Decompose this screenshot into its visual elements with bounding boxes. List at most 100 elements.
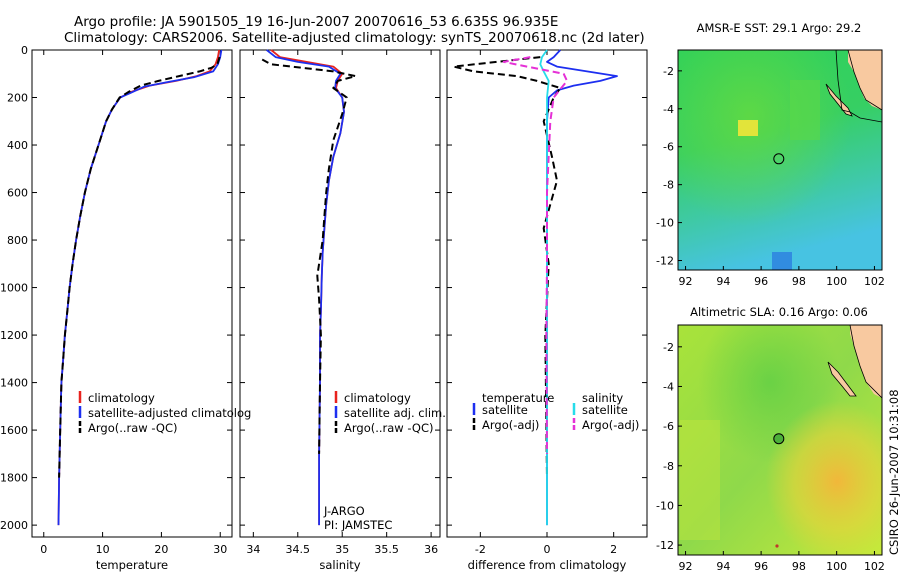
sst-sumatra-coast (847, 50, 882, 111)
sst-map-ytick-label: -10 (656, 217, 674, 230)
temperature-legend-label: climatology (88, 391, 155, 405)
salinity-legend-label: climatology (344, 391, 411, 405)
salinity-legend-label: satellite adj. clim. (344, 406, 446, 420)
sla-map-ytick-label: -8 (663, 460, 674, 473)
temperature-series-line (57, 49, 223, 526)
sst-argo-marker (773, 153, 785, 165)
temperature-series-line (58, 56, 221, 478)
sst-map-xtick-label: 98 (792, 275, 806, 288)
sst-map-ytick-label: -8 (663, 179, 674, 192)
salinity-xtick-label: 35.5 (374, 543, 399, 556)
salinity-xtick-label: 36 (424, 543, 438, 556)
sst-coast-line (835, 50, 882, 123)
salinity-xtick-label: 34 (246, 543, 260, 556)
sst-map-ytick-label: -6 (663, 141, 674, 154)
sst-warm-patch (678, 50, 882, 270)
sst-map-panel: AMSR-E SST: 29.1 Argo: 29.2 92 94 96 98 100 1… (656, 21, 885, 288)
sla-land-islands (827, 361, 857, 397)
salinity-xtick-label: 34.5 (286, 543, 311, 556)
temperature-ytick-label: 400 (7, 139, 28, 152)
figure-title-line1: Argo profile: JA 5901505_19 16-Jun-2007 … (74, 14, 558, 30)
sla-map-panel: Altimetric SLA: 0.16 Argo: 0.06 92 94 96 98… (656, 305, 885, 573)
temperature-ytick-label: 0 (21, 44, 28, 57)
sst-map-xtick-label: 102 (864, 275, 885, 288)
temperature-ytick-label: 600 (7, 187, 28, 200)
temperature-panel: 0 10 20 30 0 200 400 600 800 1000 1200 1400 1600 1800… (0, 44, 251, 572)
temperature-ytick-label: 800 (7, 234, 28, 247)
salinity-xlabel: salinity (319, 558, 360, 572)
salinity-xtick-label: 35 (335, 543, 349, 556)
difference-panel: -2 0 2 difference from climatology temperatu… (446, 49, 648, 572)
temperature-series-line (57, 49, 220, 526)
sla-map-xtick-label: 98 (792, 560, 806, 573)
sst-land-islands (825, 83, 853, 117)
difference-xtick-label: -2 (475, 543, 486, 556)
sla-map-ytick-label: -6 (663, 420, 674, 433)
sst-map-ytick-label: -12 (656, 255, 674, 268)
difference-legend-label: satellite (582, 403, 628, 417)
sla-map-xtick-label: 102 (864, 560, 885, 573)
sst-map-xtick-label: 92 (679, 275, 693, 288)
difference-series-line (546, 49, 618, 526)
salinity-series-line (261, 58, 357, 454)
difference-legend-title: temperature (482, 391, 554, 405)
sla-map-xtick-label: 96 (754, 560, 768, 573)
sst-map-ytick-label: -2 (663, 65, 674, 78)
sla-argo-marker (773, 433, 785, 445)
temperature-ytick-label: 1600 (0, 424, 28, 437)
temperature-ytick-label: 200 (7, 92, 28, 105)
sla-land-sumatra (850, 325, 882, 398)
salinity-series-line (266, 49, 345, 526)
sla-map-xtick-label: 100 (826, 560, 847, 573)
difference-xtick-label: 2 (610, 543, 617, 556)
sst-coastal-band (790, 80, 820, 140)
temperature-legend-label: satellite-adjusted climatolog (88, 406, 251, 420)
temperature-xtick-label: 20 (154, 543, 168, 556)
sla-map-xtick-label: 94 (716, 560, 730, 573)
salinity-annotation: J-ARGO (323, 504, 365, 518)
sst-map-xtick-label: 100 (826, 275, 847, 288)
sla-map-title: Altimetric SLA: 0.16 Argo: 0.06 (690, 305, 868, 319)
salinity-series-line (270, 49, 345, 526)
temperature-xlabel: temperature (96, 558, 168, 572)
sla-map-ytick-label: -10 (656, 499, 674, 512)
difference-legend-title: salinity (582, 391, 623, 405)
temperature-xtick-label: 0 (40, 543, 47, 556)
temperature-ytick-label: 1800 (0, 472, 28, 485)
sst-cool-patch (772, 252, 792, 270)
temperature-xtick-label: 30 (213, 543, 227, 556)
sst-map-frame (677, 49, 883, 271)
salinity-frame (239, 49, 441, 538)
sst-map-xtick-label: 94 (716, 275, 730, 288)
sla-map-ticks: 92 94 96 98 100 102 -2 -4 -6 -8 -10 -12 (656, 341, 885, 573)
salinity-legend-label: Argo(..raw -QC) (344, 421, 434, 435)
difference-legend-label: Argo(-adj) (582, 418, 639, 432)
sla-sumatra-coast (849, 325, 882, 399)
sst-map-ticks: 92 94 96 98 100 102 -2 -4 -6 -8 -10 -12 (656, 65, 885, 288)
figure-title-line2: Climatology: CARS2006. Satellite-adjuste… (64, 30, 645, 46)
sst-map-ytick-label: -4 (663, 103, 674, 116)
sla-map-frame (677, 324, 883, 556)
sla-map-ytick-label: -2 (663, 341, 674, 354)
sla-yellow-band (680, 420, 720, 540)
temperature-ytick-label: 1000 (0, 282, 28, 295)
sla-map-ytick-label: -4 (663, 380, 674, 393)
difference-xlabel: difference from climatology (468, 558, 627, 572)
difference-legend-label: satellite (482, 403, 528, 417)
difference-legend-label: Argo(-adj) (482, 418, 539, 432)
salinity-annotation: PI: JAMSTEC (324, 518, 392, 532)
sla-map-ytick-label: -12 (656, 539, 674, 552)
salinity-panel: 34 34.5 35 35.5 36 salinity climatologysatelli… (239, 49, 446, 572)
credit-text: CSIRO 26-Jun-2007 10:31:08 (887, 389, 900, 555)
sst-map-xtick-label: 96 (754, 275, 768, 288)
temperature-xtick-label: 10 (96, 543, 110, 556)
temperature-ytick-label: 1400 (0, 377, 28, 390)
temperature-legend-label: Argo(..raw -QC) (88, 421, 178, 435)
temperature-frame (31, 49, 233, 538)
temperature-ytick-label: 2000 (0, 519, 28, 532)
temperature-ytick-label: 1200 (0, 329, 28, 342)
difference-xtick-label: 0 (544, 543, 551, 556)
sla-map-xtick-label: 92 (679, 560, 693, 573)
sla-small-dot (775, 544, 779, 548)
